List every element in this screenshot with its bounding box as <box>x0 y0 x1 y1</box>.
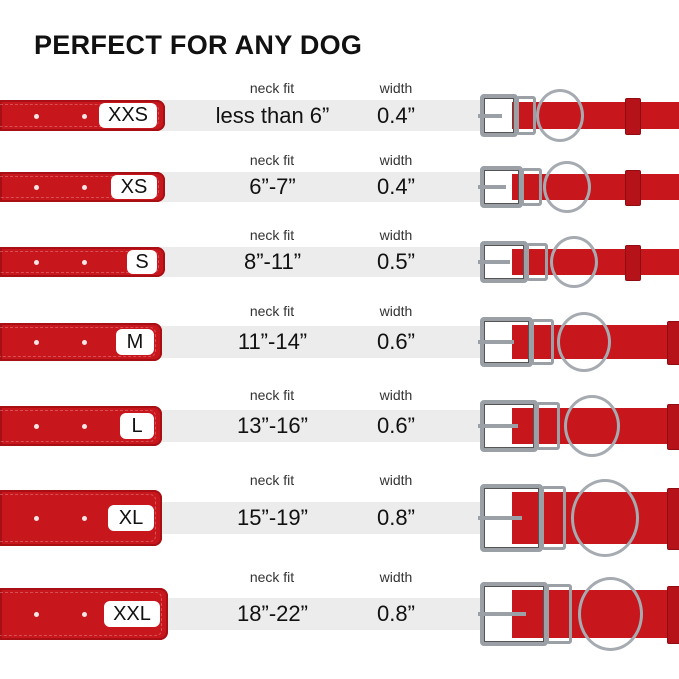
neck-fit-label: neck fit <box>249 227 295 243</box>
size-badge: XXL <box>104 601 160 627</box>
strap-hole <box>82 516 87 521</box>
strap-loop <box>531 319 554 365</box>
d-ring-icon <box>578 577 644 651</box>
d-ring-icon <box>550 236 598 288</box>
strap-loop <box>526 243 548 281</box>
width-value: 0.6” <box>377 413 415 438</box>
width-label: width <box>379 227 413 243</box>
row-band <box>150 172 480 202</box>
strap-keeper <box>667 321 679 365</box>
d-ring-icon <box>536 89 585 142</box>
strap-loop <box>546 584 572 644</box>
neck-fit-value: 11”-14” <box>237 329 308 354</box>
width-value: 0.4” <box>377 174 415 199</box>
strap-keeper <box>667 586 679 644</box>
strap-hole <box>34 113 39 119</box>
buckle-pin <box>478 340 514 344</box>
neck-fit-label: neck fit <box>249 569 295 585</box>
strap-keeper <box>667 488 679 550</box>
d-ring-icon <box>543 161 591 213</box>
width-label: width <box>379 387 413 403</box>
width-label: width <box>379 569 413 585</box>
neck-fit-label: neck fit <box>249 472 295 488</box>
strap-keeper <box>667 404 679 450</box>
neck-fit-value: 18”-22” <box>237 601 308 626</box>
page-title: PERFECT FOR ANY DOG <box>34 30 363 60</box>
neck-fit-label: neck fit <box>249 387 295 403</box>
width-label: width <box>379 303 413 319</box>
buckle-pin <box>478 612 526 616</box>
size-badge: XL <box>108 505 154 531</box>
strap-hole <box>34 424 39 429</box>
row-band <box>150 598 480 630</box>
strap-hole <box>82 424 87 429</box>
neck-fit-label: neck fit <box>249 303 295 319</box>
d-ring-icon <box>564 395 620 457</box>
width-value: 0.5” <box>377 249 415 274</box>
size-badge: M <box>116 329 154 355</box>
collar-strap: XL <box>0 490 162 546</box>
strap-loop <box>541 486 566 550</box>
strap-loop <box>516 96 536 135</box>
collar-strap: S <box>0 247 165 277</box>
collar-strap: XXS <box>0 100 165 131</box>
strap-keeper <box>625 98 641 135</box>
neck-fit-value: 15”-19” <box>237 505 308 530</box>
collar-strap: M <box>0 323 162 361</box>
strap-hole <box>82 612 87 617</box>
width-label: width <box>379 472 413 488</box>
d-ring-icon <box>571 479 640 557</box>
size-badge: L <box>120 413 154 439</box>
width-value: 0.8” <box>377 505 415 530</box>
strap-hole <box>82 185 87 190</box>
width-value: 0.6” <box>377 329 415 354</box>
buckle-pin <box>478 424 518 428</box>
strap-keeper <box>625 170 641 206</box>
width-value: 0.8” <box>377 601 415 626</box>
collar-strap: L <box>0 406 162 446</box>
width-value: 0.4” <box>377 102 415 128</box>
strap-hole <box>34 185 39 190</box>
width-label: width <box>379 152 413 168</box>
neck-fit-label: neck fit <box>249 80 295 96</box>
strap-hole <box>34 340 39 345</box>
strap-hole <box>34 612 39 617</box>
strap-hole <box>82 113 87 119</box>
neck-fit-value: 13”-16” <box>237 413 308 438</box>
buckle-pin <box>478 516 522 520</box>
strap-hole <box>82 340 87 345</box>
strap-loop <box>536 402 560 450</box>
collar-strap: XXL <box>0 588 168 640</box>
strap-hole <box>34 516 39 521</box>
d-ring-icon <box>557 312 611 372</box>
row-band <box>150 326 480 358</box>
buckle-pin <box>478 113 502 118</box>
neck-fit-value: less than 6” <box>215 102 330 128</box>
size-badge: S <box>127 250 157 274</box>
buckle-pin <box>478 185 506 189</box>
size-badge: XXS <box>99 103 157 128</box>
neck-fit-label: neck fit <box>249 152 295 168</box>
neck-fit-value: 6”-7” <box>249 174 296 199</box>
collar-strap: XS <box>0 172 165 202</box>
row-band <box>150 410 480 442</box>
row-band <box>150 100 480 131</box>
buckle-pin <box>478 260 510 264</box>
strap-hole <box>82 260 87 265</box>
strap-keeper <box>625 245 641 281</box>
size-badge: XS <box>111 175 157 199</box>
strap-loop <box>521 168 542 206</box>
strap-hole <box>34 260 39 265</box>
neck-fit-value: 8”-11” <box>243 249 302 274</box>
row-band <box>150 247 480 277</box>
row-band <box>150 502 480 534</box>
width-label: width <box>379 80 413 96</box>
